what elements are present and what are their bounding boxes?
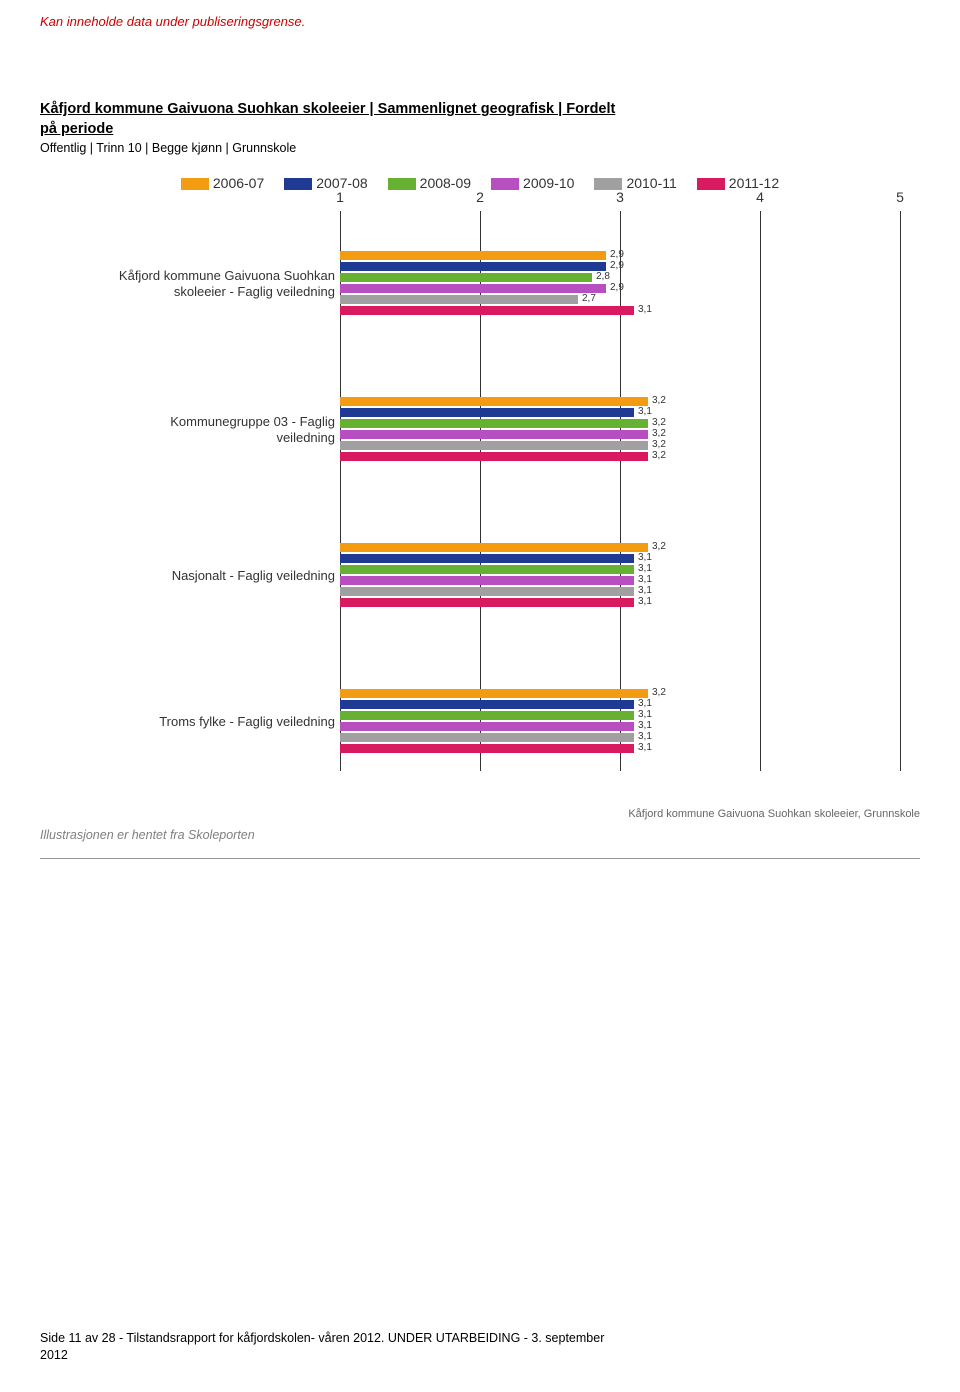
caption-left: Illustrasjonen er hentet fra Skoleporten: [40, 828, 255, 842]
bar: 3,1: [340, 733, 634, 742]
bar-value: 3,1: [638, 585, 652, 596]
bar-value: 3,1: [638, 596, 652, 607]
bar: 3,1: [340, 722, 634, 731]
plot-area: 123452,92,92,82,92,73,13,23,13,23,23,23,…: [40, 211, 920, 771]
bar-value: 3,2: [652, 450, 666, 461]
axis-tick-label: 3: [616, 189, 624, 205]
group-label: Nasjonalt - Faglig veiledning: [40, 568, 335, 584]
bar-value: 3,1: [638, 742, 652, 753]
bar: 3,1: [340, 306, 634, 315]
legend-label: 2009-10: [523, 175, 574, 191]
bar: 2,9: [340, 284, 606, 293]
bar-value: 2,9: [610, 282, 624, 293]
bar-value: 3,1: [638, 698, 652, 709]
bar-value: 3,1: [638, 563, 652, 574]
gridline: [620, 211, 621, 771]
bar: 3,2: [340, 419, 648, 428]
gridline: [760, 211, 761, 771]
footer: Side 11 av 28 - Tilstandsrapport for kåf…: [40, 1330, 920, 1364]
bar-value: 3,1: [638, 406, 652, 417]
bar-value: 2,8: [596, 271, 610, 282]
divider: [40, 858, 920, 859]
caption-right: Kåfjord kommune Gaivuona Suohkan skoleei…: [628, 808, 920, 820]
legend-item: 2010-11: [594, 175, 676, 191]
legend-swatch: [181, 178, 209, 190]
bar: 3,1: [340, 744, 634, 753]
bar: 3,2: [340, 430, 648, 439]
legend-item: 2007-08: [284, 175, 367, 191]
legend-label: 2008-09: [420, 175, 471, 191]
bar: 3,1: [340, 408, 634, 417]
bar: 3,1: [340, 587, 634, 596]
legend-item: 2006-07: [181, 175, 264, 191]
legend-label: 2010-11: [626, 175, 676, 191]
bar-value: 3,2: [652, 439, 666, 450]
footer-line-2: 2012: [40, 1348, 68, 1362]
bar: 3,1: [340, 700, 634, 709]
gridline: [900, 211, 901, 771]
bar: 3,2: [340, 452, 648, 461]
bar: 2,8: [340, 273, 592, 282]
bar: 3,1: [340, 711, 634, 720]
bar: 3,2: [340, 543, 648, 552]
bar-value: 3,2: [652, 395, 666, 406]
bar: 3,2: [340, 441, 648, 450]
bar: 3,2: [340, 397, 648, 406]
bar-value: 2,9: [610, 260, 624, 271]
bar-value: 3,2: [652, 428, 666, 439]
bar-value: 3,1: [638, 709, 652, 720]
bar-value: 3,1: [638, 731, 652, 742]
group-label: Kåfjord kommune Gaivuona Suohkanskoleeie…: [40, 268, 335, 299]
legend-item: 2008-09: [388, 175, 471, 191]
bar-value: 3,2: [652, 417, 666, 428]
bar-value: 3,1: [638, 552, 652, 563]
title-sub: Offentlig | Trinn 10 | Begge kjønn | Gru…: [40, 141, 920, 155]
title-block: Kåfjord kommune Gaivuona Suohkan skoleei…: [40, 100, 920, 155]
bar-value: 3,1: [638, 720, 652, 731]
bar: 3,1: [340, 576, 634, 585]
bar: 3,1: [340, 565, 634, 574]
axis-tick-label: 5: [896, 189, 904, 205]
bar: 3,2: [340, 689, 648, 698]
publishing-note: Kan inneholde data under publiseringsgre…: [40, 14, 305, 29]
bar-value: 3,1: [638, 304, 652, 315]
legend-swatch: [388, 178, 416, 190]
legend-swatch: [491, 178, 519, 190]
footer-line-1: Side 11 av 28 - Tilstandsrapport for kåf…: [40, 1331, 604, 1345]
legend-label: 2006-07: [213, 175, 264, 191]
legend-swatch: [284, 178, 312, 190]
axis-tick-label: 2: [476, 189, 484, 205]
title-line-1: Kåfjord kommune Gaivuona Suohkan skoleei…: [40, 100, 920, 120]
legend-swatch: [697, 178, 725, 190]
group-label: Kommunegruppe 03 - Fagligveiledning: [40, 414, 335, 445]
title-line-2: på periode: [40, 120, 920, 140]
bar-value: 2,7: [582, 293, 596, 304]
axis-tick-label: 4: [756, 189, 764, 205]
bar: 2,9: [340, 251, 606, 260]
bar: 2,9: [340, 262, 606, 271]
bar: 3,1: [340, 554, 634, 563]
chart: 2006-07 2007-08 2008-09 2009-10 2010-11 2011-…: [40, 175, 920, 815]
bar-value: 2,9: [610, 249, 624, 260]
axis-tick-label: 1: [336, 189, 344, 205]
group-label: Troms fylke - Faglig veiledning: [40, 714, 335, 730]
legend-item: 2009-10: [491, 175, 574, 191]
bar: 2,7: [340, 295, 578, 304]
bar-value: 3,2: [652, 687, 666, 698]
bar-value: 3,2: [652, 541, 666, 552]
legend-label: 2011-12: [729, 175, 779, 191]
bar-value: 3,1: [638, 574, 652, 585]
bar: 3,1: [340, 598, 634, 607]
legend-item: 2011-12: [697, 175, 779, 191]
